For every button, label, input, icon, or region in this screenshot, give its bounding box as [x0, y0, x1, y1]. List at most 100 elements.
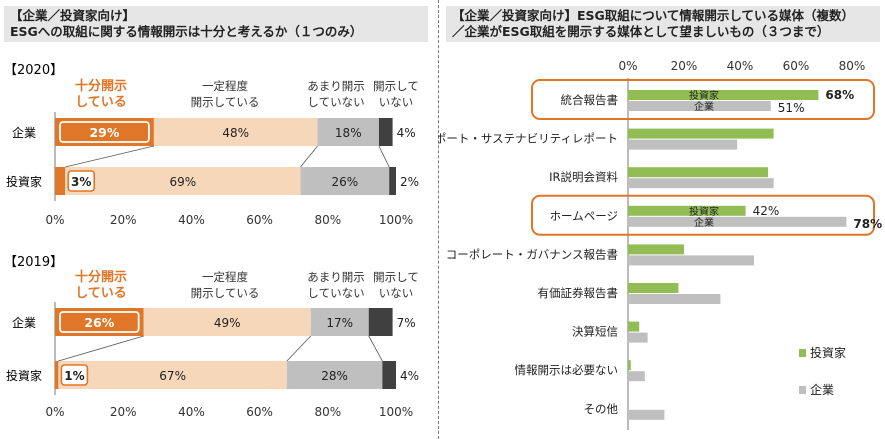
segment-value-label: 48% [222, 126, 249, 140]
x-tick-label: 40% [178, 213, 205, 227]
company-bar [628, 294, 721, 304]
inbar-series-label: 投資家 [689, 89, 719, 102]
investor-bar [628, 205, 746, 216]
segment-value-label: 4% [397, 126, 416, 140]
stacked-bar-segment [317, 118, 379, 146]
column-header-label: していない [307, 286, 364, 300]
x-tick-label: 80% [314, 213, 341, 227]
highlight-frame [60, 364, 89, 386]
stacked-bar-segment [55, 361, 59, 389]
stacked-bar-segment [389, 167, 396, 195]
legend-swatch [799, 349, 806, 357]
x-tick-label: 0% [45, 213, 64, 227]
column-header-label: している [75, 95, 127, 110]
right-title-box: 【企業／投資家向け】ESG取組について情報開示している媒体（複数） ／企業がES… [446, 6, 880, 42]
company-bar [628, 139, 738, 150]
connector-line [65, 145, 154, 168]
column-header-label: 開示して [373, 79, 419, 93]
bar-value-label: 68% [825, 88, 854, 102]
x-tick-label: 100% [379, 405, 413, 419]
category-label: 情報開示は必要ない [515, 363, 619, 377]
x-tick-label: 20% [671, 59, 698, 73]
x-tick-label: 0% [45, 405, 64, 419]
inbar-series-label: 企業 [694, 216, 714, 229]
x-tick-label: 100% [379, 213, 413, 227]
stacked-bar-segment [65, 167, 301, 195]
segment-value-label: 3% [71, 175, 91, 189]
left-title-box: 【企業／投資家向け】 ESGへの取組に関する情報開示は十分と考えるか（１つのみ） [4, 6, 428, 42]
segment-value-label: 67% [159, 369, 186, 383]
highlight-frame [59, 311, 140, 333]
segment-value-label: 17% [326, 316, 353, 330]
inbar-series-label: 投資家 [689, 205, 719, 218]
company-bar [628, 371, 645, 382]
stacked-bar-segment [58, 361, 287, 389]
category-label: コーポレート・ガバナンス報告書 [446, 247, 618, 261]
legend-swatch [799, 386, 806, 394]
connector-line [368, 335, 383, 362]
column-header-label: 十分開示 [75, 269, 127, 285]
stacked-bar-segment [368, 308, 393, 336]
connector-line [378, 145, 390, 168]
segment-value-label: 28% [321, 369, 348, 383]
column-header-label: 一定程度 [202, 270, 248, 284]
highlight-frame [59, 121, 150, 143]
segment-value-label: 26% [84, 315, 114, 330]
category-label: CSRレポート・サステナビリティレポート [438, 132, 618, 146]
column-header-label: あまり開示 [307, 270, 365, 284]
x-tick-label: 20% [110, 405, 137, 419]
company-bar [628, 216, 847, 227]
category-label: 投資家 [6, 174, 42, 189]
segment-value-label: 7% [397, 316, 416, 330]
x-tick-label: 80% [839, 59, 866, 73]
stacked-bar-segment [286, 361, 383, 389]
stacked-bar-segment [382, 361, 396, 389]
category-label: ホームページ [550, 209, 618, 223]
column-header-label: 一定程度 [202, 79, 248, 93]
column-header-label: あまり開示 [307, 79, 365, 93]
left-title-line2: ESGへの取組に関する情報開示は十分と考えるか（１つのみ） [10, 24, 363, 39]
segment-value-label: 69% [170, 175, 197, 189]
investor-bar [628, 283, 679, 293]
stacked-bar-segment [378, 118, 393, 146]
category-label: 有価証券報告書 [538, 286, 619, 300]
segment-value-label: 29% [89, 125, 119, 140]
column-header-label: いない [379, 95, 414, 109]
segment-value-label: 1% [64, 369, 84, 383]
year-title: 【2020】 [4, 63, 63, 78]
column-header-label: いない [379, 286, 414, 300]
x-tick-label: 80% [314, 405, 341, 419]
column-header-label: 開示している [191, 286, 260, 300]
investor-bar [628, 90, 819, 100]
connector-line [286, 335, 312, 362]
company-bar [628, 332, 648, 343]
category-label: 投資家 [6, 368, 42, 383]
panel-divider [438, 0, 439, 439]
segment-value-label: 2% [400, 175, 419, 189]
category-label: IR説明会資料 [549, 170, 618, 184]
segment-value-label: 4% [400, 369, 419, 383]
x-tick-label: 20% [110, 213, 137, 227]
stacked-bar-segment [55, 167, 66, 195]
bar-value-label: 78% [853, 217, 882, 231]
column-header-label: している [75, 286, 127, 301]
column-header-label: 開示している [191, 95, 260, 109]
company-bar [628, 409, 665, 420]
x-tick-label: 0% [618, 59, 637, 73]
left-stacked-charts: 【2020】十分開示している一定程度開示しているあまり開示していない開示していな… [4, 63, 419, 419]
x-tick-label: 40% [727, 59, 754, 73]
bar-value-label: 42% [753, 204, 780, 218]
stacked-bar-segment [143, 308, 311, 336]
category-label: 企業 [12, 125, 36, 140]
left-title-line1: 【企業／投資家向け】 [10, 8, 136, 23]
investor-bar [628, 321, 640, 332]
stacked-bar-segment [300, 167, 390, 195]
column-header-label: 開示して [373, 270, 419, 284]
right-media-chart: 0%20%40%60%80%統合報告書投資家企業68%51%CSRレポート・サス… [438, 59, 882, 430]
category-label: 企業 [12, 315, 36, 330]
x-tick-label: 60% [246, 405, 273, 419]
highlight-frame [531, 79, 875, 120]
investor-bar [628, 128, 774, 139]
company-bar [628, 255, 754, 266]
right-title-line2: ／企業がESG取組を開示する媒体として望ましいもの（３つまで） [452, 24, 830, 39]
